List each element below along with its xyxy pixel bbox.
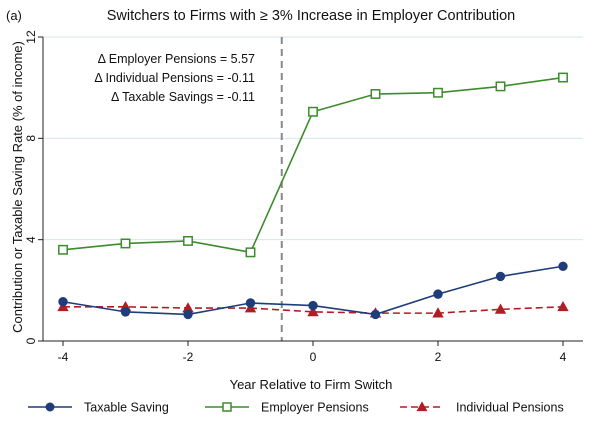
y-axis-title: Contribution or Taxable Saving Rate (% o… [10,41,25,333]
y-tick-label-1: 4 [24,236,38,243]
legend-item-2: Individual Pensions [400,401,564,415]
series-lines [57,72,569,320]
series-1 [58,72,568,258]
series-0-point-4 [308,300,318,311]
series-1-point-7 [495,81,506,92]
series-0-point-7 [495,271,506,282]
legend: Taxable Saving Employer Pensions Individua… [28,401,564,415]
annotation-employer: Δ Employer Pensions = 5.57 [98,52,255,66]
legend-label-1: Employer Pensions [261,401,369,415]
series-0-point-3 [245,298,256,308]
series-0-point-6 [433,289,443,299]
series-1-point-2 [183,235,193,246]
x-tick-label-2: 0 [310,350,317,364]
series-0-point-0 [58,297,68,307]
legend-marker-2 [416,401,428,412]
series-0 [58,261,568,320]
series-2-point-6 [432,307,444,318]
axes: -4 -2 0 2 4 0 4 8 12 [24,30,583,364]
x-axis-title: Year Relative to Firm Switch [230,377,393,392]
series-1-point-6 [433,87,443,98]
series-2-point-7 [494,303,507,314]
series-1-point-8 [558,72,568,83]
x-tick-label-1: -2 [183,350,194,364]
y-tick-label-2: 8 [24,135,38,142]
series-0-point-5 [370,309,381,320]
series-0-point-8 [558,261,568,271]
annotations: Δ Employer Pensions = 5.57 Δ Individual … [94,52,255,104]
legend-marker-1 [222,402,232,412]
annotation-individual: Δ Individual Pensions = -0.11 [94,71,255,85]
legend-marker-0 [45,402,55,412]
legend-item-0: Taxable Saving [28,401,169,415]
series-1-point-1 [120,238,131,249]
y-tick-label-3: 12 [24,30,38,44]
series-1-point-5 [370,89,381,99]
x-tick-label-4: 4 [560,350,567,364]
series-line-2 [63,305,564,314]
legend-item-1: Employer Pensions [205,401,369,415]
series-2-point-8 [557,300,569,312]
y-tick-label-0: 0 [24,337,38,344]
x-tick-label-3: 2 [435,350,442,364]
series-2-point-4 [307,306,319,317]
series-1-point-4 [308,106,318,117]
series-1-point-0 [58,244,68,255]
panel-label: (a) [6,8,22,23]
annotation-taxable: Δ Taxable Savings = -0.11 [111,90,255,104]
series-0-point-2 [183,309,193,320]
series-1-point-3 [245,247,256,258]
series-0-point-1 [120,307,131,317]
legend-label-2: Individual Pensions [456,401,564,415]
legend-label-0: Taxable Saving [84,401,169,415]
chart-title: Switchers to Firms with ≥ 3% Increase in… [107,8,515,24]
x-tick-label-0: -4 [58,350,69,364]
